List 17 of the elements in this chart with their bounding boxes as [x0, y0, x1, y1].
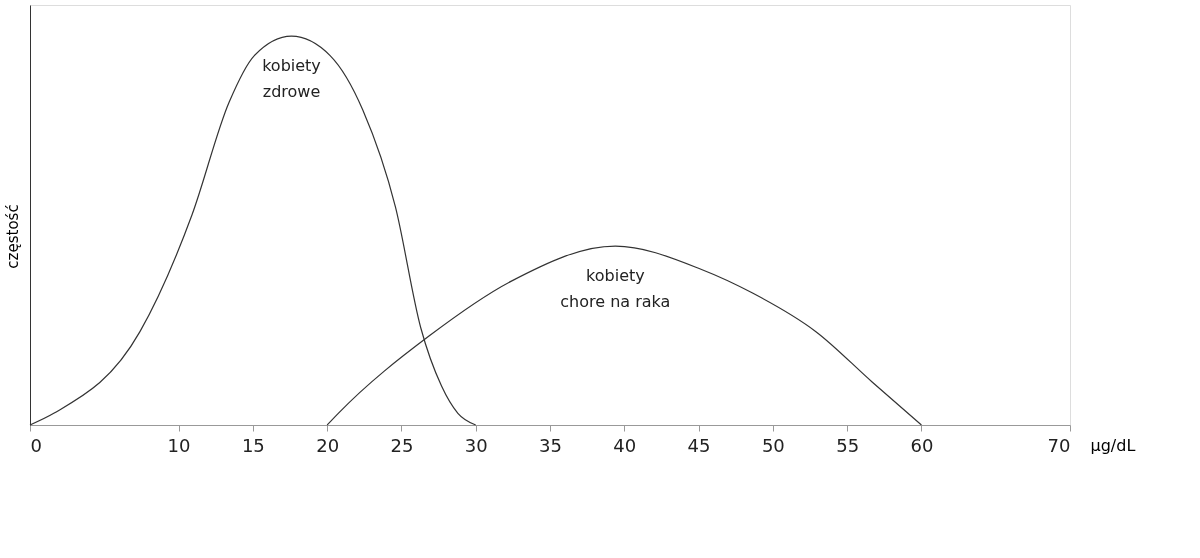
- x-axis-title: µg/dL: [1090, 435, 1136, 455]
- x-tick-label: 15: [241, 434, 265, 456]
- y-axis-title: częstość: [3, 204, 22, 269]
- x-tick-label: 70: [1047, 434, 1071, 456]
- x-tick-label: 50: [761, 434, 785, 456]
- x-tick-label: 60: [910, 434, 934, 456]
- x-tick-label: 0: [30, 434, 42, 456]
- x-tick-label: 10: [167, 434, 191, 456]
- series-label: kobiety chore na raka: [560, 266, 671, 312]
- x-tick-label: 45: [687, 434, 711, 456]
- x-tick-label: 30: [464, 434, 488, 456]
- x-tick-label: 55: [836, 434, 860, 456]
- x-tick-label: 25: [390, 434, 414, 456]
- series-label: kobiety zdrowe: [262, 56, 321, 102]
- x-tick-label: 20: [316, 434, 340, 456]
- x-tick-label: 35: [539, 434, 562, 456]
- x-tick-label: 40: [613, 434, 637, 456]
